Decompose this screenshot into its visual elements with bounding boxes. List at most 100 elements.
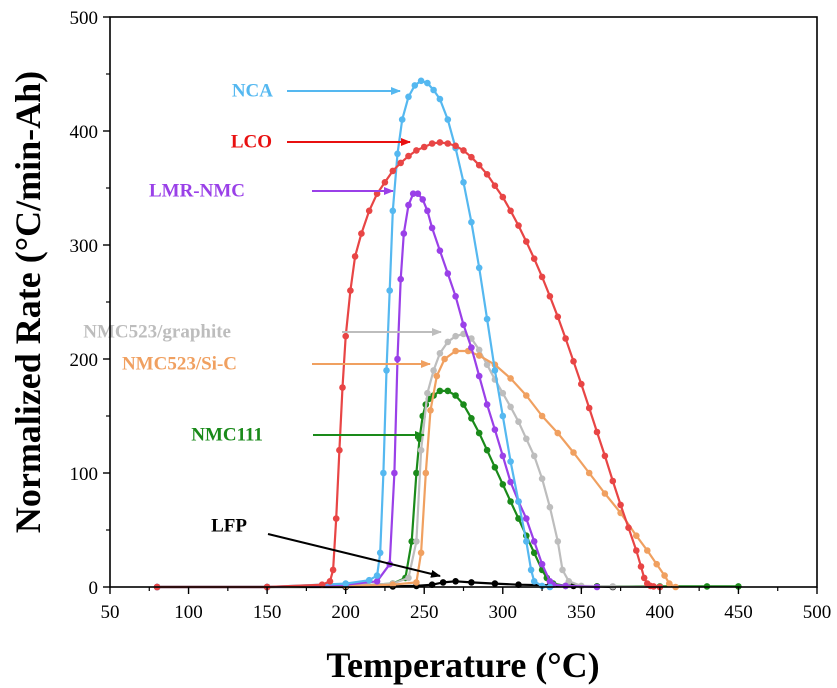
data-point bbox=[389, 167, 397, 175]
data-point bbox=[439, 579, 447, 586]
data-point bbox=[601, 490, 609, 497]
data-point bbox=[666, 580, 673, 587]
data-point bbox=[436, 387, 444, 395]
y-tick-label: 200 bbox=[70, 350, 99, 371]
data-point bbox=[405, 152, 412, 160]
data-point bbox=[565, 578, 573, 585]
data-point bbox=[436, 350, 444, 357]
data-point bbox=[332, 515, 340, 522]
data-point bbox=[633, 547, 640, 554]
data-point bbox=[409, 190, 417, 197]
annotation-label-nca: NCA bbox=[232, 80, 273, 101]
data-point bbox=[530, 549, 538, 557]
annotation-label-nmc523-si-c: NMC523/Si-C bbox=[122, 353, 237, 374]
data-point bbox=[413, 538, 420, 545]
data-point bbox=[398, 116, 406, 123]
data-point bbox=[326, 578, 334, 585]
data-point bbox=[339, 384, 346, 391]
data-point bbox=[452, 347, 459, 355]
data-point bbox=[507, 207, 514, 215]
data-point bbox=[507, 375, 514, 382]
y-ticks: 0 100 200 300 400 500 bbox=[70, 8, 110, 599]
data-point bbox=[530, 578, 538, 585]
data-point bbox=[342, 332, 350, 340]
data-point bbox=[420, 143, 428, 151]
data-point bbox=[515, 498, 522, 505]
data-point bbox=[380, 469, 387, 477]
x-tick-label: 100 bbox=[174, 602, 203, 623]
data-point bbox=[413, 469, 420, 477]
y-tick-label: 0 bbox=[89, 578, 99, 599]
data-point bbox=[373, 190, 381, 197]
data-point bbox=[405, 93, 412, 101]
data-point bbox=[530, 255, 538, 262]
x-tick-label: 150 bbox=[253, 602, 282, 623]
data-point bbox=[413, 579, 420, 586]
data-point bbox=[436, 247, 444, 254]
data-point bbox=[585, 469, 593, 477]
data-point bbox=[460, 147, 467, 154]
annotation-label-lco: LCO bbox=[231, 131, 272, 152]
data-point bbox=[413, 147, 420, 154]
data-point bbox=[422, 469, 430, 477]
data-point bbox=[554, 429, 562, 437]
data-point bbox=[499, 481, 507, 488]
data-point bbox=[523, 392, 530, 399]
x-tick-label: 400 bbox=[646, 602, 675, 623]
data-point bbox=[546, 503, 554, 511]
data-point bbox=[593, 428, 601, 436]
data-point bbox=[444, 387, 452, 395]
data-point bbox=[411, 82, 419, 89]
data-point bbox=[441, 355, 448, 363]
data-point bbox=[475, 429, 483, 437]
data-point bbox=[483, 171, 491, 178]
data-point bbox=[436, 139, 444, 146]
data-point bbox=[538, 273, 546, 281]
data-point bbox=[483, 446, 491, 454]
annotation-layer: NCA LCO LMR-NMC NMC523/graphite NMC523/Si-C N… bbox=[83, 80, 442, 578]
data-point bbox=[491, 426, 499, 434]
data-point bbox=[515, 515, 522, 522]
data-point bbox=[424, 207, 431, 215]
data-point bbox=[452, 392, 459, 399]
data-point bbox=[417, 549, 425, 557]
data-point bbox=[433, 372, 441, 380]
data-point bbox=[460, 179, 467, 186]
data-point bbox=[475, 372, 483, 380]
data-point bbox=[483, 401, 491, 408]
data-point bbox=[424, 389, 431, 397]
data-point bbox=[546, 293, 554, 300]
data-point bbox=[468, 218, 475, 226]
data-point bbox=[507, 478, 514, 486]
data-point bbox=[491, 367, 499, 374]
data-point bbox=[383, 367, 390, 374]
data-point bbox=[530, 452, 538, 460]
data-point bbox=[351, 253, 359, 260]
data-point bbox=[527, 566, 535, 574]
data-point bbox=[538, 475, 546, 483]
data-point bbox=[358, 230, 365, 237]
data-point bbox=[342, 580, 350, 587]
data-point bbox=[444, 338, 452, 346]
annotation-label-lmr-nmc: LMR-NMC bbox=[149, 180, 245, 201]
data-point bbox=[428, 224, 436, 232]
data-point bbox=[460, 401, 467, 408]
data-point bbox=[394, 150, 401, 158]
data-point bbox=[468, 344, 475, 351]
x-tick-label: 450 bbox=[724, 602, 753, 623]
data-point bbox=[523, 238, 530, 245]
data-point bbox=[417, 446, 425, 454]
data-point bbox=[507, 403, 514, 411]
data-point bbox=[499, 452, 507, 460]
data-point bbox=[483, 361, 491, 369]
data-point bbox=[601, 452, 609, 460]
data-point bbox=[444, 140, 452, 147]
annotation-arrow-lfp bbox=[267, 533, 441, 578]
data-point bbox=[515, 222, 522, 229]
data-point bbox=[661, 572, 668, 579]
series-line-nmc523-si-c bbox=[157, 349, 677, 589]
data-point bbox=[523, 435, 530, 443]
x-axis-title: Temperature (°C) bbox=[326, 645, 599, 685]
annotation-label-nmc111: NMC111 bbox=[191, 424, 263, 445]
